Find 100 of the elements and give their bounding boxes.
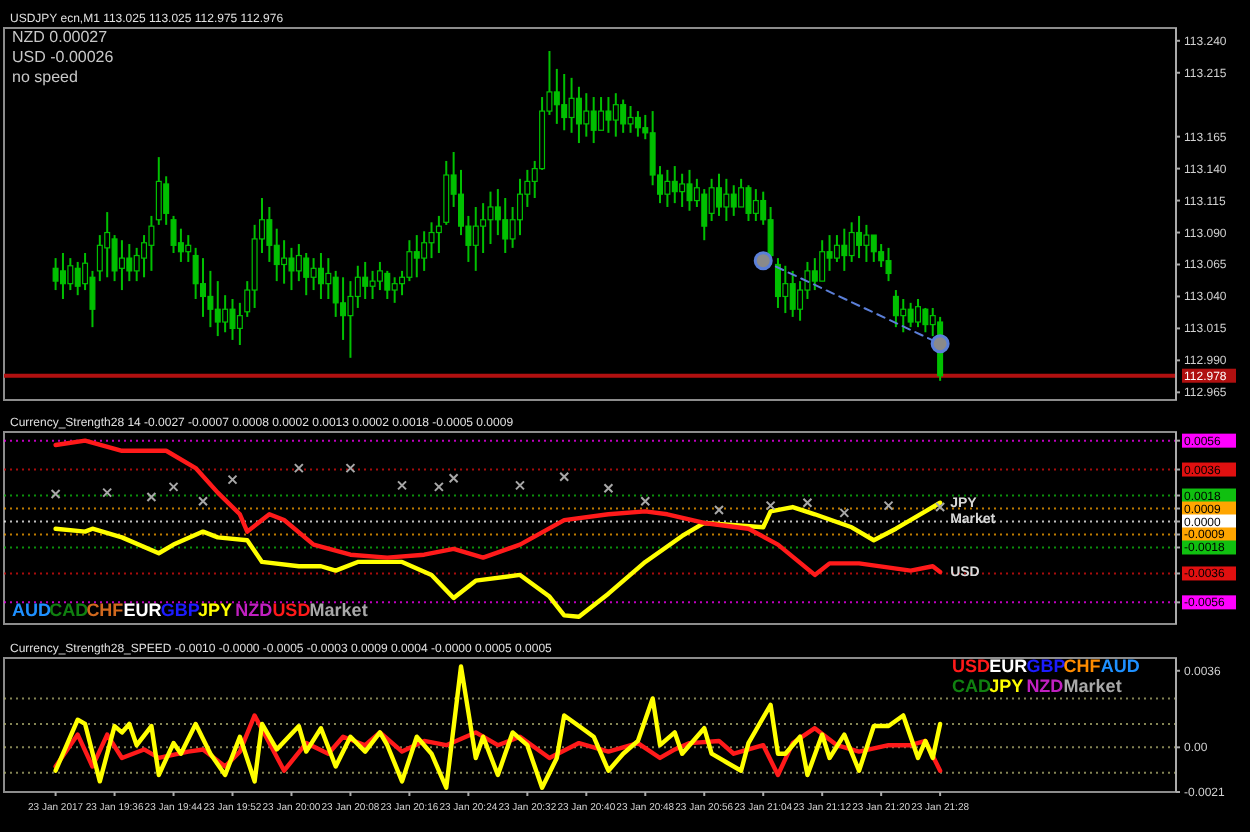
candlestick — [281, 239, 288, 285]
candlestick — [863, 223, 870, 263]
point — [640, 496, 651, 507]
candlestick — [870, 234, 877, 263]
candlestick — [856, 214, 863, 260]
annotation: NZD 0.00027 — [12, 28, 109, 46]
candlestick — [730, 184, 737, 217]
candlestick — [502, 197, 509, 254]
text: Market — [309, 600, 368, 620]
candlestick — [288, 246, 295, 292]
legend-label: NZD — [1026, 676, 1065, 696]
candlestick — [310, 257, 317, 292]
candlestick — [553, 67, 560, 125]
point — [146, 491, 157, 502]
point — [345, 463, 356, 474]
candlestick — [583, 92, 590, 138]
candlestick — [118, 239, 125, 292]
candlestick — [214, 280, 221, 338]
candlestick — [627, 104, 634, 134]
candlestick — [67, 257, 74, 292]
candlestick — [612, 92, 619, 138]
legend-label: AUD — [12, 600, 52, 620]
candlestick — [391, 276, 398, 304]
line-series — [53, 500, 943, 619]
candlestick — [273, 227, 280, 283]
candlestick — [104, 211, 111, 279]
candlestick — [620, 98, 627, 134]
point — [448, 473, 459, 484]
candlestick — [111, 234, 118, 283]
candlestick — [723, 177, 730, 223]
candlestick — [266, 205, 273, 263]
candlestick — [303, 251, 310, 297]
legend-label: NZD — [235, 600, 274, 620]
candlestick — [686, 168, 693, 212]
point — [559, 471, 570, 482]
point — [397, 480, 408, 491]
point — [839, 507, 850, 518]
candlestick — [605, 96, 612, 134]
candlestick — [679, 172, 686, 208]
candlestick — [598, 96, 605, 132]
candlestick — [59, 251, 66, 301]
candlestick — [185, 234, 192, 263]
candlestick — [885, 246, 892, 283]
legend-label: CAD — [49, 600, 90, 620]
candlestick — [74, 260, 81, 297]
candlestick — [745, 184, 752, 223]
candlestick — [376, 260, 383, 292]
candlestick — [671, 165, 678, 205]
point — [935, 502, 946, 513]
candlestick — [317, 251, 324, 301]
candlestick — [354, 264, 361, 309]
candlestick — [811, 257, 818, 292]
candlestick — [229, 298, 236, 341]
legend-label: CAD — [952, 676, 992, 696]
candlestick — [487, 190, 494, 246]
point — [227, 474, 238, 485]
legend-label: CHF — [1063, 656, 1102, 676]
line-series — [53, 713, 943, 778]
legend-label: GBP — [1026, 656, 1066, 676]
candlestick — [833, 234, 840, 263]
candlestick — [472, 205, 479, 272]
point — [765, 500, 776, 511]
line-series — [53, 438, 943, 578]
candlestick — [347, 280, 354, 359]
point — [802, 497, 813, 508]
point — [168, 481, 179, 492]
candlestick — [664, 168, 671, 208]
candlestick — [575, 85, 582, 145]
legend-label: CHF — [86, 600, 125, 620]
candlestick — [900, 298, 907, 334]
candlestick — [907, 301, 914, 329]
candlestick — [421, 230, 428, 272]
candlestick — [413, 234, 420, 279]
point — [883, 500, 894, 511]
candlestick — [774, 257, 781, 309]
candlestick — [892, 289, 899, 329]
candlestick — [789, 269, 796, 318]
point — [293, 463, 304, 474]
text: USD — [952, 656, 991, 676]
legend-label: EUR — [989, 656, 1029, 676]
candlestick — [561, 73, 568, 132]
candlestick — [384, 269, 391, 301]
point — [713, 504, 724, 515]
annotation: USD -0.00026 — [12, 48, 115, 66]
candlestick — [634, 110, 641, 138]
candlestick — [340, 276, 347, 341]
candlestick — [752, 188, 759, 223]
candlestick — [819, 239, 826, 283]
point — [603, 483, 614, 494]
candlestick — [222, 294, 229, 334]
candlestick — [568, 76, 575, 134]
annotation: no speed — [12, 68, 78, 86]
point — [198, 496, 209, 507]
point — [102, 487, 113, 498]
legend-label: GBP — [160, 600, 200, 620]
point — [50, 489, 61, 500]
candlestick — [715, 172, 722, 217]
candlestick — [782, 264, 789, 315]
text: USD — [272, 600, 312, 620]
candlestick — [708, 177, 715, 223]
